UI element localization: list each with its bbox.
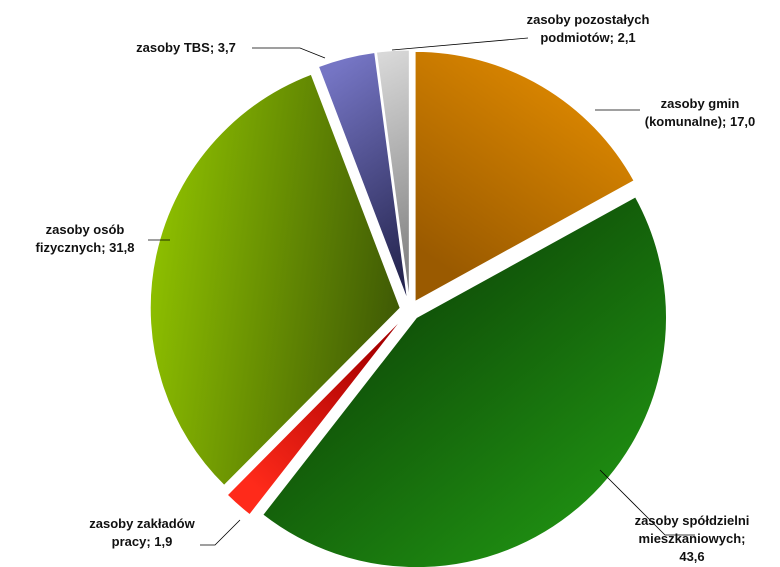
pie-label-line: zasoby TBS; 3,7: [136, 40, 236, 55]
pie-label-line: zasoby pozostałych: [527, 12, 650, 27]
pie-label-line: mieszkaniowych;: [639, 531, 746, 546]
leader-line-tbs: [252, 48, 325, 58]
pie-label-line: zasoby gmin: [661, 96, 740, 111]
pie-label-osoby: zasoby osób fizycznych; 31,8: [36, 222, 135, 255]
pie-label-line: podmiotów; 2,1: [540, 30, 635, 45]
pie-label-line: zasoby spółdzielni: [635, 513, 750, 528]
pie-label-line: zasoby zakładów: [89, 516, 195, 531]
pie-label-line: pracy; 1,9: [112, 534, 173, 549]
pie-label-pozostale: zasoby pozostałych podmiotów; 2,1: [527, 12, 650, 45]
pie-label-spoldzielnie: zasoby spółdzielni mieszkaniowych; 43,6: [635, 513, 750, 564]
pie-slices: [150, 50, 666, 567]
pie-label-line: fizycznych; 31,8: [36, 240, 135, 255]
pie-label-line: (komunalne); 17,0: [645, 114, 756, 129]
pie-label-line: zasoby osób: [46, 222, 125, 237]
leader-line-zaklady: [200, 520, 240, 545]
leader-line-pozostale: [392, 38, 528, 50]
pie-label-gminy: zasoby gmin (komunalne); 17,0: [645, 96, 756, 129]
pie-label-zaklady: zasoby zakładów pracy; 1,9: [89, 516, 195, 549]
pie-label-line: 43,6: [679, 549, 704, 564]
pie-label-tbs: zasoby TBS; 3,7: [136, 40, 236, 55]
